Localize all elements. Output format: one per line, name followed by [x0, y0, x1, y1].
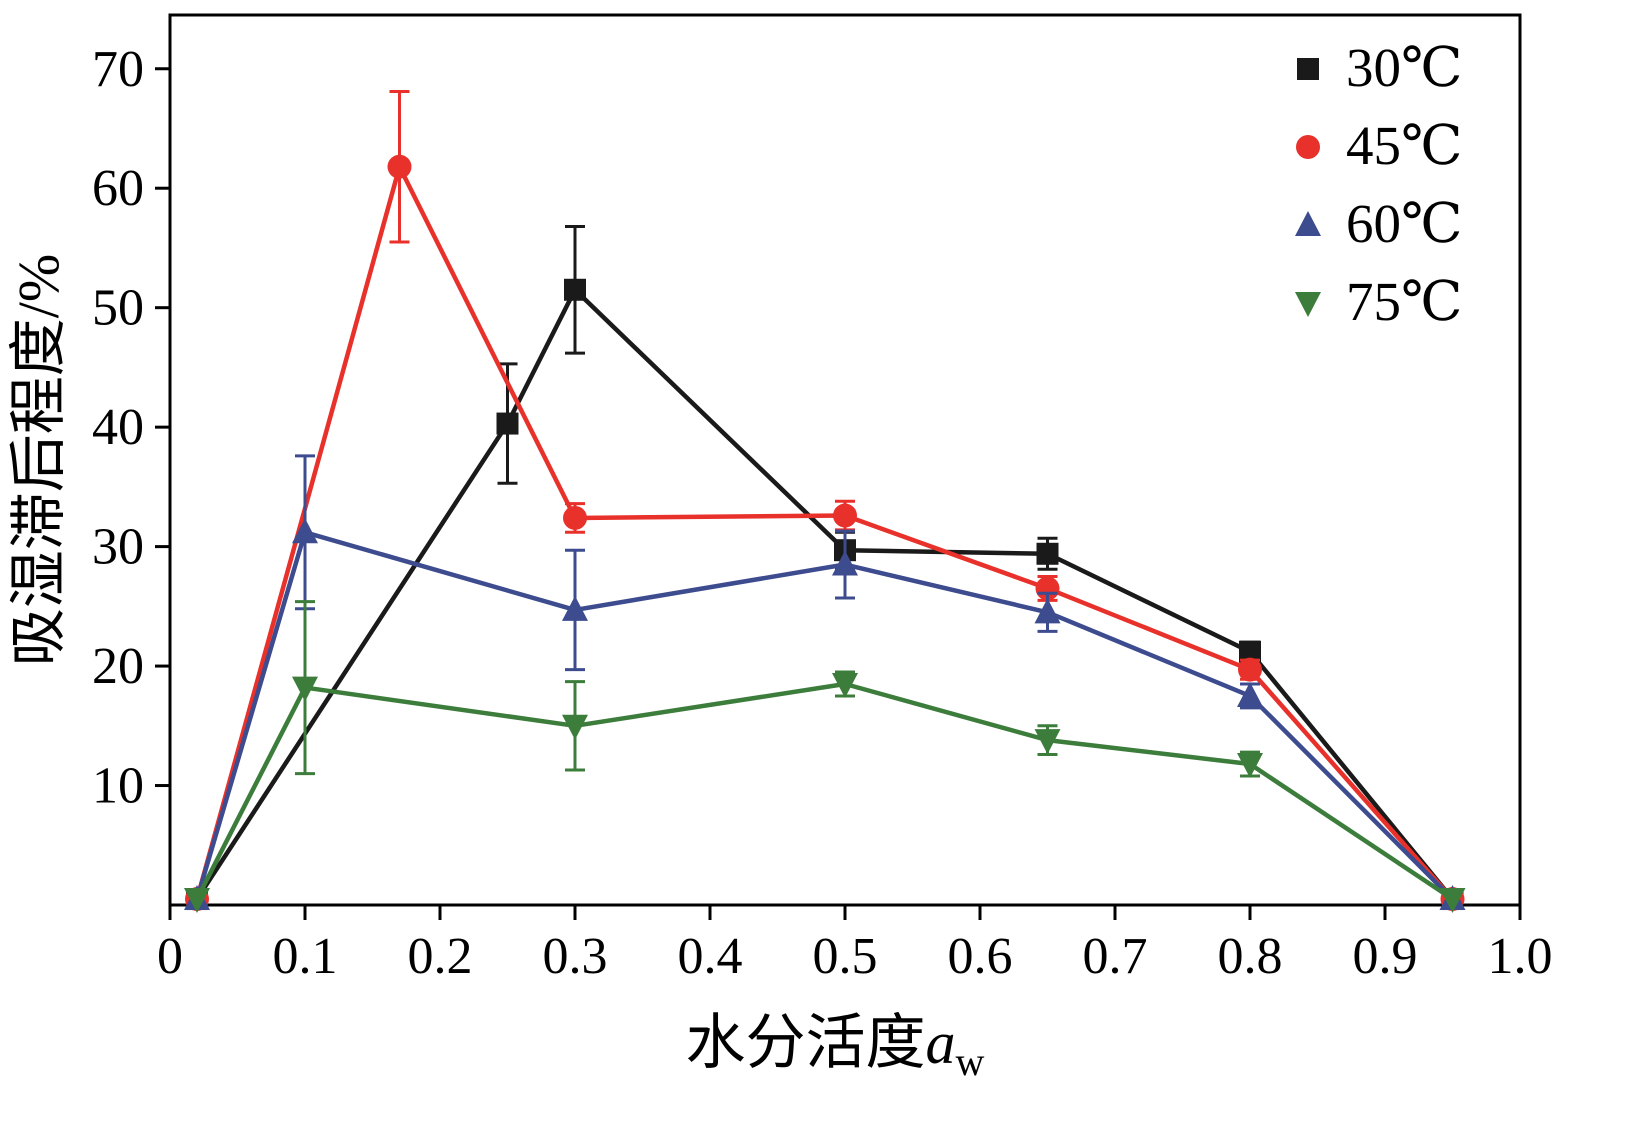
- y-tick-label: 50: [92, 280, 144, 337]
- y-tick-label: 20: [92, 638, 144, 695]
- x-tick-label: 0.2: [408, 928, 473, 985]
- y-tick-label: 10: [92, 758, 144, 815]
- legend-label-series-60c: 60℃: [1346, 193, 1463, 254]
- legend-marker-series-30c: [1297, 58, 1319, 80]
- series-45c-marker: [1238, 657, 1262, 682]
- series-75c-marker: [1439, 888, 1466, 914]
- legend-marker-series-45c: [1296, 135, 1320, 159]
- series-75c-marker: [292, 676, 318, 702]
- y-tick-label: 70: [92, 41, 144, 98]
- series-60c-marker: [292, 518, 318, 544]
- x-tick-label: 0.7: [1083, 928, 1148, 985]
- series-60c-marker: [832, 550, 858, 576]
- legend-label-series-75c: 75℃: [1346, 271, 1463, 332]
- series-75c-marker: [562, 714, 588, 740]
- legend-marker-series-60c: [1295, 211, 1321, 236]
- series-75c-marker: [1034, 729, 1061, 755]
- series-60c-marker: [562, 595, 588, 621]
- series-30c-marker: [564, 278, 586, 301]
- series-75c-line: [194, 681, 1454, 901]
- y-tick-label: 60: [92, 160, 144, 217]
- x-tick-label: 0.9: [1353, 928, 1418, 985]
- series-45c-marker: [563, 505, 587, 530]
- series-30c-marker: [496, 412, 519, 435]
- legend-marker-series-75c: [1295, 292, 1321, 317]
- series-30c-marker: [1239, 640, 1261, 663]
- series-60c-marker: [1237, 681, 1263, 707]
- series-30c-marker: [1036, 542, 1059, 565]
- y-tick-label: 30: [92, 519, 144, 576]
- series-60c-line: [194, 530, 1455, 901]
- legend-label-series-45c: 45℃: [1346, 115, 1463, 176]
- series-75c-marker: [184, 888, 210, 914]
- y-axis-label: 吸湿滞后程度/%: [6, 254, 71, 666]
- x-tick-label: 0.8: [1218, 928, 1283, 985]
- x-tick-label: 0.3: [543, 928, 608, 985]
- x-tick-label: 0: [157, 928, 183, 985]
- x-tick-label: 0.5: [813, 928, 878, 985]
- series-30c-line: [195, 287, 1455, 901]
- y-tick-label: 40: [92, 399, 144, 456]
- x-tick-label: 0.6: [948, 928, 1013, 985]
- x-tick-label: 0.4: [678, 928, 743, 985]
- series-75c-marker: [1237, 753, 1263, 779]
- series-60c-marker: [1034, 598, 1061, 624]
- x-tick-label: 1.0: [1488, 928, 1553, 985]
- series-75c-marker: [832, 672, 858, 698]
- series-45c-marker: [833, 503, 857, 528]
- legend-label-series-30c: 30℃: [1346, 37, 1463, 98]
- x-axis-label: 水分活度aw: [686, 1010, 985, 1084]
- series-45c-marker: [387, 154, 412, 179]
- x-tick-label: 0.1: [273, 928, 338, 985]
